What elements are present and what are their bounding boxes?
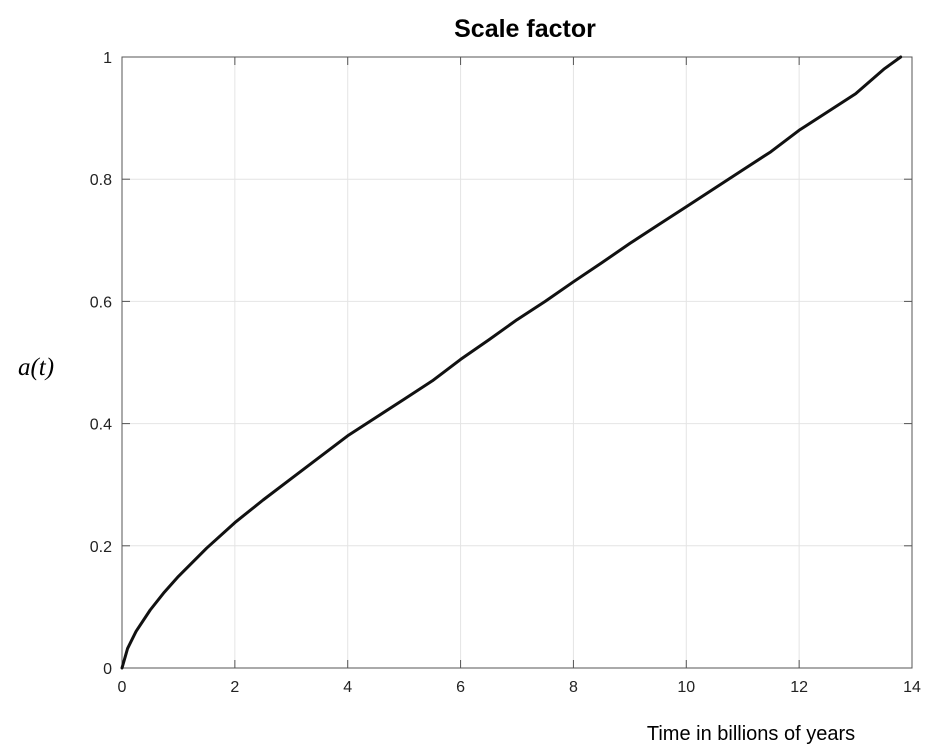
x-tick-label: 2 <box>230 679 239 696</box>
x-tick-label: 4 <box>343 679 352 696</box>
chart-title: Scale factor <box>454 15 596 43</box>
x-tick-label: 6 <box>456 679 465 696</box>
grid-lines <box>122 57 912 668</box>
y-tick-label: 0.8 <box>90 172 112 189</box>
y-tick-label: 0.2 <box>90 539 112 556</box>
x-tick-label: 10 <box>677 679 695 696</box>
x-axis-label: Time in billions of years <box>647 723 855 745</box>
x-tick-label: 12 <box>790 679 808 696</box>
y-tick-label: 1 <box>103 50 112 67</box>
axis-ticks: 0 2 4 6 8 10 12 14 0 0.2 0.4 0.6 0.8 1 <box>90 50 921 696</box>
plot-frame <box>121 56 913 669</box>
scale-factor-curve <box>120 55 903 670</box>
y-tick-label: 0.4 <box>90 417 112 434</box>
x-tick-label: 0 <box>118 679 127 696</box>
y-tick-label: 0 <box>103 661 112 678</box>
x-tick-label: 8 <box>569 679 578 696</box>
y-tick-label: 0.6 <box>90 294 112 311</box>
x-tick-label: 14 <box>903 679 921 696</box>
y-axis-label: a(t) <box>18 354 54 381</box>
